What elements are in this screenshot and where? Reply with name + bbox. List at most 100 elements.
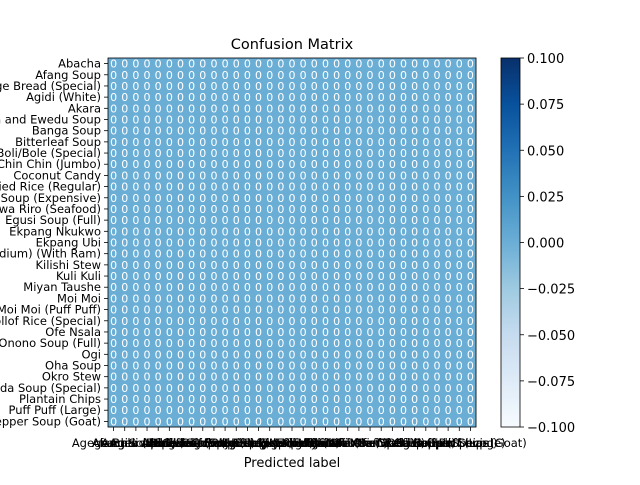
cell-value-label: 0 [355,58,362,71]
cell-value-label: 0 [422,393,429,406]
matrix-cell [364,393,377,406]
cell-value-label: 0 [300,360,307,373]
matrix-cell [186,404,198,417]
matrix-cell [364,181,377,193]
cell-value-label: 0 [255,58,262,71]
matrix-cell [152,326,165,338]
matrix-cell [431,91,443,104]
matrix-cell [353,158,365,171]
matrix-cell [464,158,477,171]
cell-value-label: 0 [266,214,273,227]
matrix-cell [420,248,432,260]
matrix-cell [197,393,209,406]
matrix-cell [375,371,388,383]
cell-value-label: 0 [177,337,184,350]
cell-value-label: 0 [289,404,296,417]
cell-value-label: 0 [244,360,251,373]
cell-value-label: 0 [378,382,385,395]
matrix-cell [186,337,198,350]
matrix-cell [386,326,399,338]
matrix-cell [464,58,477,70]
matrix-cell [264,348,276,361]
cell-value-label: 0 [121,125,128,138]
cell-value-label: 0 [333,147,340,160]
cell-value-label: 0 [355,281,362,294]
matrix-cell [275,415,287,428]
matrix-cell [442,415,455,428]
cell-value-label: 0 [110,225,117,238]
cell-value-label: 0 [422,292,429,305]
matrix-cell [297,415,310,428]
matrix-cell [197,281,209,294]
matrix-cell [308,236,321,249]
matrix-cell [174,281,187,294]
matrix-cell [431,371,443,383]
matrix-cell [208,326,220,338]
matrix-cell [386,91,399,104]
matrix-cell [420,359,432,372]
matrix-cell [108,80,120,92]
matrix-cell [420,136,432,148]
matrix-cell [252,102,265,115]
matrix-cell [174,371,187,383]
cell-value-label: 0 [110,80,117,93]
matrix-cell [431,270,443,283]
cell-value-label: 0 [144,225,151,238]
matrix-cell [409,69,421,81]
matrix-cell [464,147,477,160]
cell-value-label: 0 [144,91,151,104]
matrix-cell [264,192,276,204]
cell-value-label: 0 [222,360,229,373]
cell-value-label: 0 [233,136,240,149]
matrix-cell [364,281,377,294]
cell-value-label: 0 [233,393,240,406]
cell-value-label: 0 [110,91,117,104]
cell-value-label: 0 [155,147,162,160]
cell-value-label: 0 [467,214,474,227]
cell-value-label: 0 [433,147,440,160]
matrix-cell [186,58,198,70]
cell-value-label: 0 [144,158,151,171]
cell-value-label: 0 [344,348,351,361]
matrix-cell [442,69,455,81]
matrix-cell [174,248,187,260]
cell-value-label: 0 [155,114,162,127]
cell-value-label: 0 [188,80,195,93]
cell-value-label: 0 [378,360,385,373]
matrix-cell [241,326,254,338]
cell-value-label: 0 [110,382,117,395]
matrix-cell [386,69,399,81]
cell-value-label: 0 [311,304,318,317]
cell-value-label: 0 [355,404,362,417]
cell-value-label: 0 [144,404,151,417]
cell-value-label: 0 [456,337,463,350]
matrix-cell [119,304,131,316]
matrix-cell [375,315,388,327]
cell-value-label: 0 [210,281,217,294]
cell-value-label: 0 [199,58,206,71]
matrix-cell [420,125,432,137]
matrix-cell [163,225,176,238]
cell-value-label: 0 [166,203,173,216]
cell-value-label: 0 [411,259,418,272]
cell-value-label: 0 [289,80,296,93]
cell-value-label: 0 [266,371,273,384]
matrix-cell [152,382,165,394]
matrix-cell [174,326,187,338]
matrix-cell [252,270,265,283]
matrix-cell [442,304,455,316]
cell-value-label: 0 [422,169,429,182]
y-tick-label: Fried Rice (Regular) [0,180,101,194]
matrix-cell [208,415,220,428]
cell-value-label: 0 [367,125,374,138]
cell-value-label: 0 [456,326,463,339]
cell-value-label: 0 [132,225,139,238]
matrix-cell [141,371,154,383]
matrix-cell [319,359,332,372]
cell-value-label: 0 [355,337,362,350]
cell-value-label: 0 [456,348,463,361]
matrix-cell [319,192,332,204]
matrix-cell [308,270,321,283]
cell-value-label: 0 [289,158,296,171]
cell-value-label: 0 [177,360,184,373]
